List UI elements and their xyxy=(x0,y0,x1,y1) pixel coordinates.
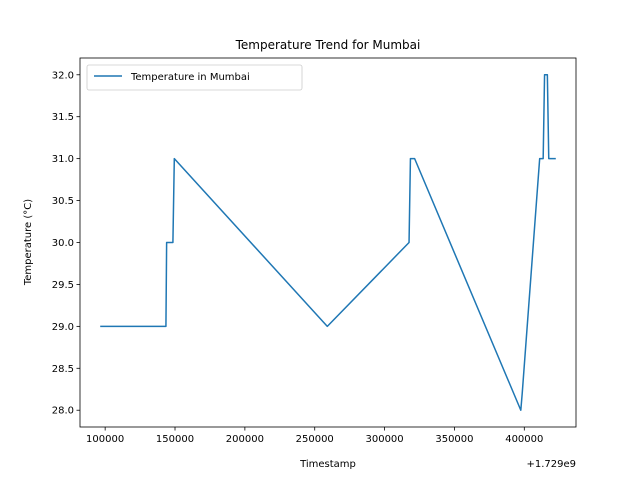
y-tick-label: 31.0 xyxy=(52,154,74,165)
y-tick-label: 29.5 xyxy=(52,280,74,291)
x-axis-offset-label: +1.729e9 xyxy=(526,459,576,470)
y-tick-label: 30.0 xyxy=(52,238,74,249)
x-tick-label: 200000 xyxy=(226,434,264,445)
x-tick-label: 400000 xyxy=(505,434,543,445)
y-axis-title: Temperature (°C) xyxy=(23,199,34,286)
y-tick-label: 28.0 xyxy=(52,406,74,417)
x-tick-label: 300000 xyxy=(365,434,403,445)
y-tick-label: 28.5 xyxy=(52,364,74,375)
x-axis-title: Timestamp xyxy=(299,459,356,470)
legend: Temperature in Mumbai xyxy=(86,64,303,91)
legend-label: Temperature in Mumbai xyxy=(130,72,250,83)
chart-title: Temperature Trend for Mumbai xyxy=(235,38,421,52)
x-tick-label: 150000 xyxy=(156,434,194,445)
y-tick-label: 31.5 xyxy=(52,112,74,123)
y-tick-label: 29.0 xyxy=(52,322,74,333)
x-tick-label: 350000 xyxy=(435,434,473,445)
y-tick-label: 30.5 xyxy=(52,196,74,207)
legend-box xyxy=(86,64,303,91)
x-tick-label: 100000 xyxy=(86,434,124,445)
x-axis: 100000 150000 200000 250000 300000 350000 4000… xyxy=(86,427,543,445)
y-axis: 28.0 28.5 29.0 29.5 30.0 30.5 31.0 31.5 32.0 xyxy=(52,70,80,417)
plot-data-layer xyxy=(100,74,556,411)
x-tick-label: 250000 xyxy=(296,434,334,445)
series-line-0 xyxy=(100,74,556,411)
y-tick-label: 32.0 xyxy=(52,70,74,81)
